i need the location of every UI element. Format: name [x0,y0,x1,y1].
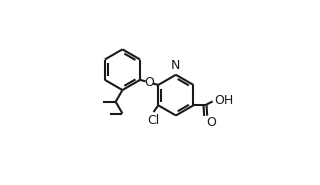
Text: OH: OH [214,94,234,107]
Text: O: O [206,117,216,130]
Text: O: O [144,76,154,89]
Text: N: N [170,59,180,72]
Text: Cl: Cl [148,114,160,127]
